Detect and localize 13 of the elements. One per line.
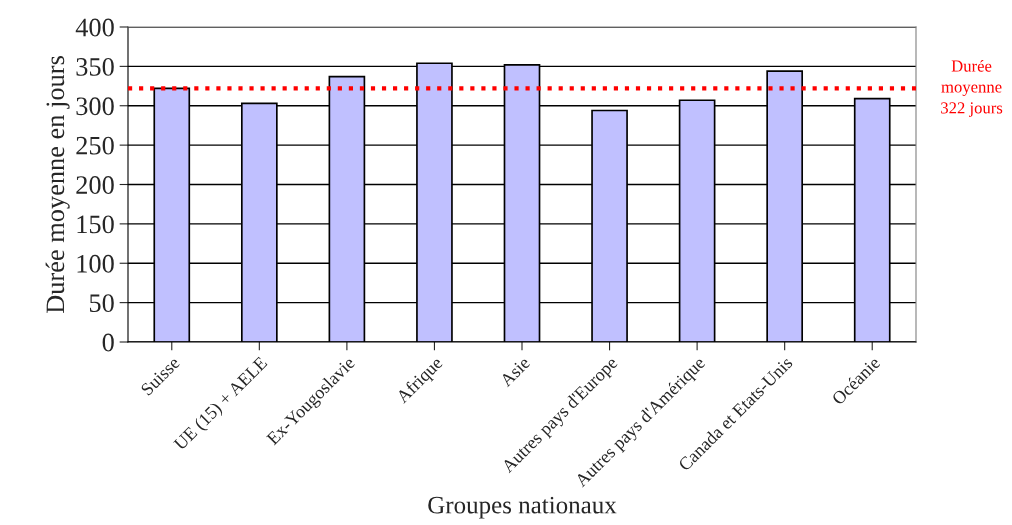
y-tick-label: 0 bbox=[102, 333, 114, 352]
y-axis-title: Durée moyenne en jours bbox=[45, 56, 70, 314]
y-tick-label: 250 bbox=[76, 136, 114, 155]
x-tick-label: Asie bbox=[499, 356, 531, 388]
y-tick-label: 50 bbox=[89, 294, 114, 313]
y-tick-label: 400 bbox=[75, 18, 114, 37]
y-tick-label: 200 bbox=[76, 176, 114, 194]
ref-line-label: Durée moyenne 322 jours bbox=[941, 59, 1003, 117]
y-tick-label: 300 bbox=[76, 97, 114, 116]
y-tick-label: 100 bbox=[77, 254, 114, 273]
y-tick-label: 350 bbox=[76, 57, 114, 76]
y-tick-label: 150 bbox=[77, 215, 114, 234]
x-axis-title: Groupes nationaux bbox=[428, 496, 617, 519]
